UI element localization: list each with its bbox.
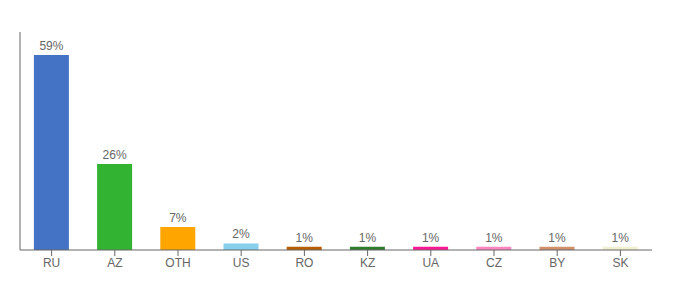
svg-text:CZ: CZ [486, 256, 502, 270]
svg-text:2%: 2% [232, 227, 250, 241]
svg-text:AZ: AZ [107, 256, 122, 270]
svg-text:RO: RO [295, 256, 313, 270]
svg-text:BY: BY [549, 256, 565, 270]
svg-text:1%: 1% [296, 231, 314, 245]
svg-text:UA: UA [422, 256, 439, 270]
svg-text:1%: 1% [612, 231, 630, 245]
svg-text:1%: 1% [485, 231, 503, 245]
svg-text:1%: 1% [422, 231, 440, 245]
svg-text:26%: 26% [103, 148, 127, 162]
svg-text:KZ: KZ [360, 256, 375, 270]
svg-text:RU: RU [43, 256, 60, 270]
svg-text:59%: 59% [39, 39, 63, 53]
svg-text:7%: 7% [169, 211, 187, 225]
svg-text:1%: 1% [359, 231, 377, 245]
svg-text:OTH: OTH [165, 256, 190, 270]
svg-text:US: US [233, 256, 250, 270]
svg-text:1%: 1% [548, 231, 566, 245]
svg-text:SK: SK [612, 256, 628, 270]
